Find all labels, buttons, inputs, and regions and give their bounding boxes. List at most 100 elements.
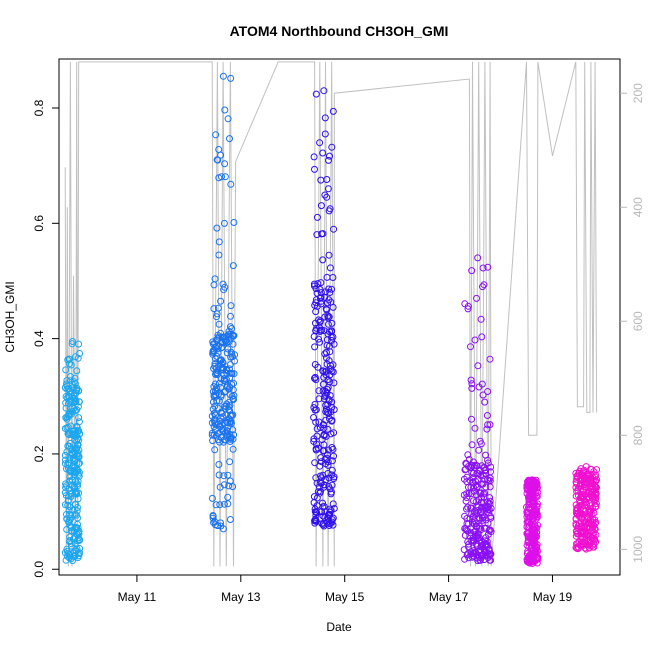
data-point [486,483,494,491]
data-point [320,87,328,95]
data-point [468,384,476,392]
y-axis: 0.0 0.2 0.4 0.6 0.8 [32,99,59,578]
data-point [66,429,74,437]
data-point [319,149,327,157]
right-pressure-axis: 200 400 600 800 1000 [620,83,645,563]
data-point [317,289,325,297]
data-point [582,498,590,506]
data-point [68,380,76,388]
data-point [471,424,479,432]
data-point [226,477,234,485]
data-point [579,488,587,496]
data-point [574,529,582,537]
data-point [486,497,494,505]
data-point [531,506,539,514]
data-point [592,500,600,507]
data-point [527,544,535,552]
data-point [208,494,216,502]
data-point [215,333,223,341]
data-point [210,305,218,313]
data-point [474,551,482,559]
data-point [320,395,328,403]
data-point [534,554,542,561]
data-point [210,392,218,400]
data-point [227,74,235,82]
data-point [583,518,591,526]
data-point [477,440,485,448]
data-point [324,320,332,328]
data-point [592,477,599,485]
series-0 [61,338,84,565]
data-point [322,391,330,399]
data-point [321,313,329,321]
data-point [470,537,477,545]
data-point [588,492,596,500]
data-point [65,411,73,419]
data-point [325,207,333,215]
data-point [211,275,219,283]
data-point [66,405,74,413]
data-point [533,528,541,536]
data-point [577,530,585,537]
data-point [326,264,334,272]
data-point [224,500,232,508]
data-point [525,500,533,508]
data-point [579,492,587,500]
data-point [475,383,483,391]
data-point [319,367,327,375]
data-point [218,409,226,417]
data-point [229,340,237,348]
data-point [225,327,233,335]
data-point [591,490,599,498]
data-point [66,373,74,380]
data-point [311,373,319,381]
data-point [321,130,329,138]
data-point [209,514,217,522]
data-point [76,350,84,357]
data-point [220,219,228,227]
data-point [319,421,327,428]
data-point [464,463,472,470]
data-point [467,537,475,544]
data-point [480,513,488,521]
data-point [210,423,218,431]
data-point [317,297,325,305]
data-point [487,550,495,558]
data-point [310,280,318,288]
data-point [63,510,70,518]
data-point [319,471,327,479]
data-point [461,531,469,539]
data-point [325,296,333,304]
data-point [311,459,319,467]
data-point [65,442,73,450]
x-tick-label: May 15 [325,590,365,604]
data-point [486,551,494,559]
data-point [216,501,224,509]
data-point [62,366,70,374]
x-axis-label: Date [326,620,352,634]
data-point [210,409,218,417]
data-point [319,380,327,388]
data-point [527,488,535,496]
data-point [72,523,80,531]
data-point [479,498,487,506]
data-point [590,543,598,551]
data-point [318,520,326,528]
data-point [225,398,233,406]
data-point [485,477,493,484]
data-point [228,350,236,358]
data-point [217,297,225,305]
data-point [329,514,337,522]
data-point [525,518,533,526]
data-point [461,512,469,520]
data-point [313,425,321,433]
data-point [474,254,482,262]
data-point [325,156,332,164]
data-point [328,444,336,451]
data-point [226,331,234,338]
data-point [314,444,322,452]
data-point [213,369,220,377]
data-point [462,525,470,533]
data-point [322,367,330,375]
data-point [327,490,335,498]
